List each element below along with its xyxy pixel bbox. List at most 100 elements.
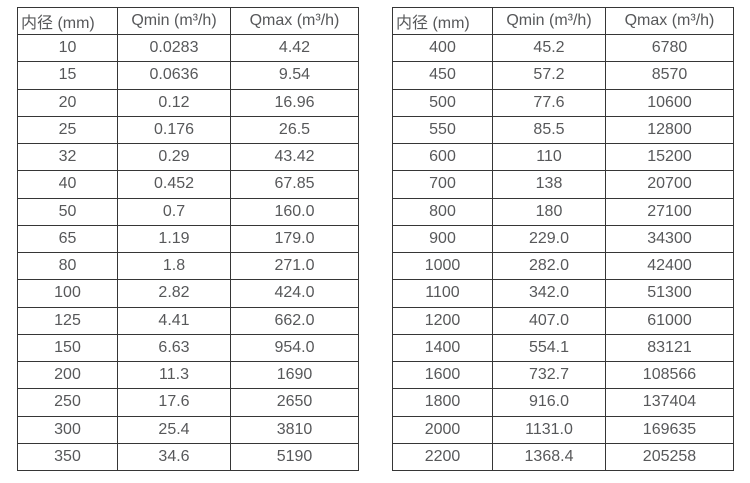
table-row: 1000 282.0 42400 (392, 251, 734, 281)
table-row: 700 138 20700 (392, 170, 734, 199)
table-row: 2200 1368.4 205258 (392, 442, 734, 472)
table-cell: 205258 (605, 442, 734, 472)
table-cell: 954.0 (230, 333, 359, 363)
table-cell: 0.12 (117, 88, 231, 117)
table-cell: 10600 (605, 88, 734, 117)
table-cell: 108566 (605, 360, 734, 390)
table-row: 1600 732.7 108566 (392, 360, 734, 390)
table-cell: 43.42 (230, 142, 359, 172)
header-qmin: Qmin (m³/h) (492, 7, 606, 35)
header-diameter: 内径 (mm) (392, 7, 493, 35)
table-cell: 424.0 (230, 279, 359, 308)
table-cell: 125 (17, 306, 118, 335)
table-header-row: 内径 (mm) Qmin (m³/h) Qmax (m³/h) (392, 7, 734, 35)
table-cell: 61000 (605, 306, 734, 335)
table-cell: 5190 (230, 442, 359, 472)
table-cell: 229.0 (492, 224, 606, 254)
table-cell: 900 (392, 224, 493, 254)
table-cell: 1800 (392, 388, 493, 417)
table-cell: 138 (492, 170, 606, 199)
table-cell: 160.0 (230, 197, 359, 226)
header-diameter: 内径 (mm) (17, 7, 118, 35)
table-cell: 83121 (605, 333, 734, 363)
table-cell: 20 (17, 88, 118, 117)
table-cell: 11.3 (117, 360, 231, 390)
table-cell: 1131.0 (492, 415, 606, 444)
table-cell: 1368.4 (492, 442, 606, 472)
table-cell: 42400 (605, 251, 734, 281)
table-row: 600 110 15200 (392, 142, 734, 172)
table-cell: 1.19 (117, 224, 231, 254)
table-cell: 67.85 (230, 170, 359, 199)
table-cell: 450 (392, 61, 493, 90)
table-cell: 0.176 (117, 115, 231, 145)
table-cell: 600 (392, 142, 493, 172)
flow-table-large-dn: 内径 (mm) Qmin (m³/h) Qmax (m³/h) 400 45.2 6… (392, 7, 734, 472)
table-row: 65 1.19 179.0 (17, 224, 359, 254)
table-cell: 0.29 (117, 142, 231, 172)
table-row: 1800 916.0 137404 (392, 388, 734, 417)
table-cell: 0.7 (117, 197, 231, 226)
table-row: 450 57.2 8570 (392, 61, 734, 90)
table-cell: 916.0 (492, 388, 606, 417)
table-header-row: 内径 (mm) Qmin (m³/h) Qmax (m³/h) (17, 7, 359, 35)
header-qmin: Qmin (m³/h) (117, 7, 231, 35)
table-cell: 180 (492, 197, 606, 226)
table-cell: 1690 (230, 360, 359, 390)
table-cell: 16.96 (230, 88, 359, 117)
table-row: 1200 407.0 61000 (392, 306, 734, 335)
header-qmax: Qmax (m³/h) (605, 7, 734, 35)
table-cell: 0.0283 (117, 33, 231, 63)
table-row: 150 6.63 954.0 (17, 333, 359, 363)
table-cell: 40 (17, 170, 118, 199)
table-cell: 179.0 (230, 224, 359, 254)
table-row: 32 0.29 43.42 (17, 142, 359, 172)
table-cell: 9.54 (230, 61, 359, 90)
table-cell: 15200 (605, 142, 734, 172)
table-row: 10 0.0283 4.42 (17, 33, 359, 63)
table-cell: 6.63 (117, 333, 231, 363)
table-cell: 0.452 (117, 170, 231, 199)
table-cell: 200 (17, 360, 118, 390)
table-cell: 1600 (392, 360, 493, 390)
table-cell: 17.6 (117, 388, 231, 417)
table-row: 300 25.4 3810 (17, 415, 359, 444)
table-cell: 34.6 (117, 442, 231, 472)
table-cell: 169635 (605, 415, 734, 444)
table-cell: 2000 (392, 415, 493, 444)
table-cell: 10 (17, 33, 118, 63)
table-cell: 20700 (605, 170, 734, 199)
table-cell: 32 (17, 142, 118, 172)
table-cell: 1100 (392, 279, 493, 308)
table-cell: 4.42 (230, 33, 359, 63)
table-row: 400 45.2 6780 (392, 33, 734, 63)
table-row: 800 180 27100 (392, 197, 734, 226)
table-cell: 85.5 (492, 115, 606, 145)
table-cell: 3810 (230, 415, 359, 444)
table-cell: 1.8 (117, 251, 231, 281)
table-cell: 27100 (605, 197, 734, 226)
table-row: 80 1.8 271.0 (17, 251, 359, 281)
table-cell: 800 (392, 197, 493, 226)
table-cell: 407.0 (492, 306, 606, 335)
table-cell: 400 (392, 33, 493, 63)
table-row: 50 0.7 160.0 (17, 197, 359, 226)
table-cell: 554.1 (492, 333, 606, 363)
table-cell: 550 (392, 115, 493, 145)
table-cell: 15 (17, 61, 118, 90)
table-cell: 350 (17, 442, 118, 472)
table-row: 1400 554.1 83121 (392, 333, 734, 363)
table-cell: 282.0 (492, 251, 606, 281)
table-cell: 250 (17, 388, 118, 417)
table-cell: 4.41 (117, 306, 231, 335)
table-cell: 65 (17, 224, 118, 254)
table-cell: 1400 (392, 333, 493, 363)
table-cell: 732.7 (492, 360, 606, 390)
table-cell: 80 (17, 251, 118, 281)
table-row: 550 85.5 12800 (392, 115, 734, 145)
table-row: 15 0.0636 9.54 (17, 61, 359, 90)
flow-spec-tables: 内径 (mm) Qmin (m³/h) Qmax (m³/h) 10 0.0283… (17, 7, 734, 472)
table-cell: 0.0636 (117, 61, 231, 90)
table-row: 20 0.12 16.96 (17, 88, 359, 117)
table-cell: 26.5 (230, 115, 359, 145)
